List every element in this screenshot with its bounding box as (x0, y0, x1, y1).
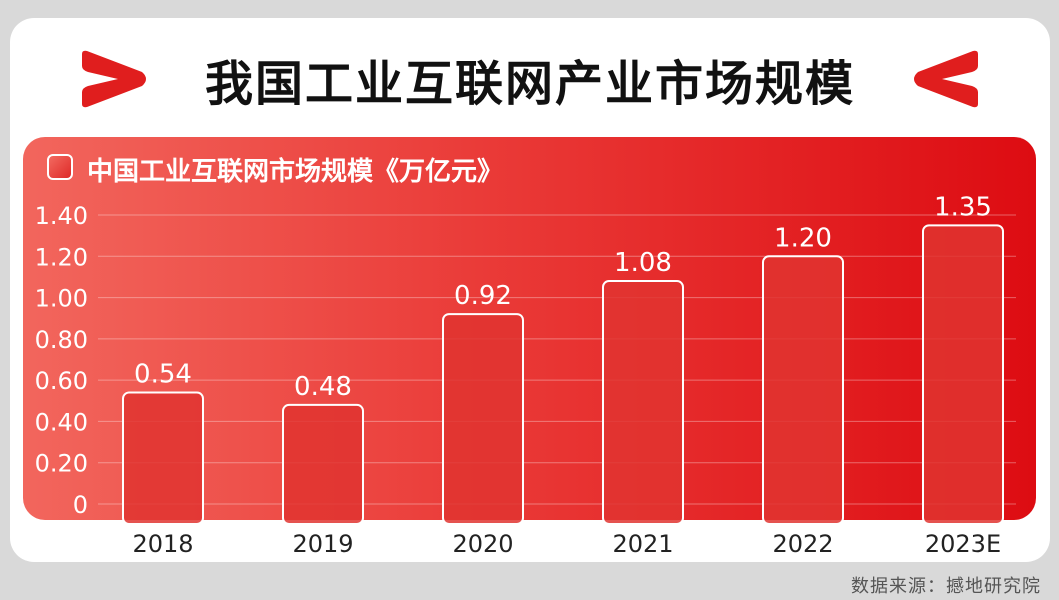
x-tick-label: 2018 (132, 530, 193, 558)
legend-label: 中国工业互联网市场规模《万亿元》 (87, 157, 504, 187)
page-title: 我国工业互联网产业市场规模 (204, 56, 855, 112)
bar (762, 255, 844, 525)
y-tick-label: 0.80 (35, 326, 88, 354)
y-tick-label: 0 (73, 491, 88, 519)
bar (122, 391, 204, 525)
bar (922, 224, 1004, 525)
y-tick-label: 0.40 (35, 408, 88, 436)
chevron-right-icon (82, 50, 146, 108)
y-tick-label: 0.60 (35, 367, 88, 395)
x-tick-label: 2021 (612, 530, 673, 558)
data-label: 1.35 (934, 192, 992, 222)
bar (442, 313, 524, 526)
data-label: 1.20 (774, 223, 832, 253)
x-tick-label: 2022 (772, 530, 833, 558)
x-tick-label: 2020 (452, 530, 513, 558)
x-tick-label: 2019 (292, 530, 353, 558)
y-tick-label: 1.20 (35, 243, 88, 271)
bar (282, 403, 364, 525)
data-label: 1.08 (614, 248, 672, 278)
y-tick-label: 1.00 (35, 285, 88, 313)
source-note: 数据来源：撼地研究院 (851, 576, 1041, 597)
bar (602, 280, 684, 525)
y-tick-label: 1.40 (35, 202, 88, 230)
y-tick-label: 0.20 (35, 450, 88, 478)
title-row: 我国工业互联网产业市场规模 (10, 30, 1050, 125)
chevron-left-icon (914, 50, 978, 108)
x-tick-label: 2023E (925, 530, 1001, 558)
data-label: 0.92 (454, 281, 512, 311)
data-label: 0.54 (134, 360, 192, 390)
data-label: 0.48 (294, 372, 352, 402)
legend-swatch-icon (47, 154, 73, 180)
